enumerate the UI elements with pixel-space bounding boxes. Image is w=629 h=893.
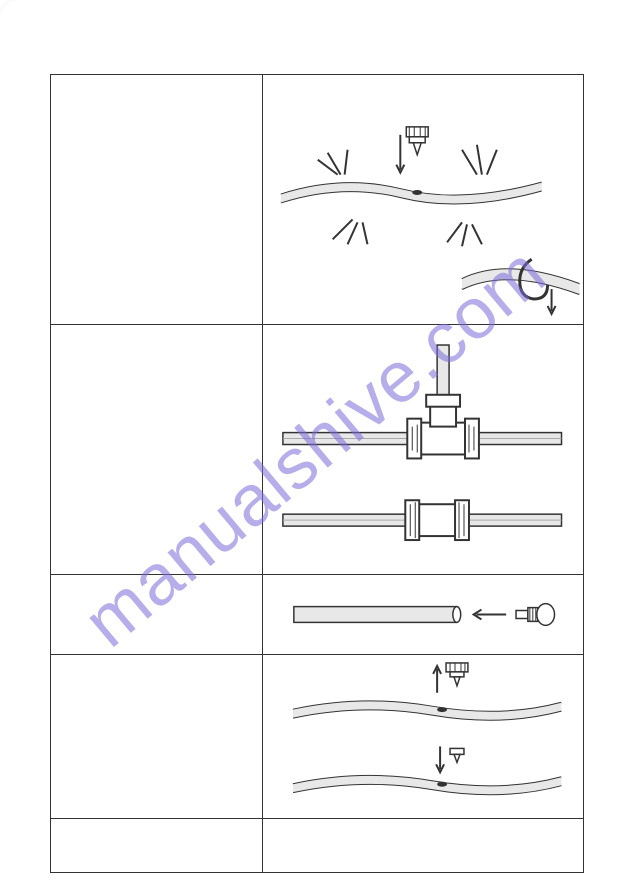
table-row (51, 575, 584, 655)
cell-illustration (262, 575, 583, 655)
table-row (51, 655, 584, 819)
cell-description (51, 819, 263, 873)
dripper-grass-diagram (263, 75, 583, 324)
table-row (51, 325, 584, 575)
table-row (51, 819, 584, 873)
cell-illustration (262, 819, 583, 873)
cell-description (51, 655, 263, 819)
instruction-table (50, 74, 584, 873)
cell-illustration (262, 325, 583, 575)
table-row (51, 75, 584, 325)
cell-description (51, 575, 263, 655)
cell-description (51, 75, 263, 325)
cell-illustration (262, 75, 583, 325)
manual-page: manualshive.com (0, 0, 629, 893)
cell-description (51, 325, 263, 575)
cell-illustration (262, 655, 583, 819)
connectors-diagram (263, 325, 583, 574)
end-plug-diagram (263, 575, 583, 654)
remove-replug-diagram (263, 655, 583, 818)
